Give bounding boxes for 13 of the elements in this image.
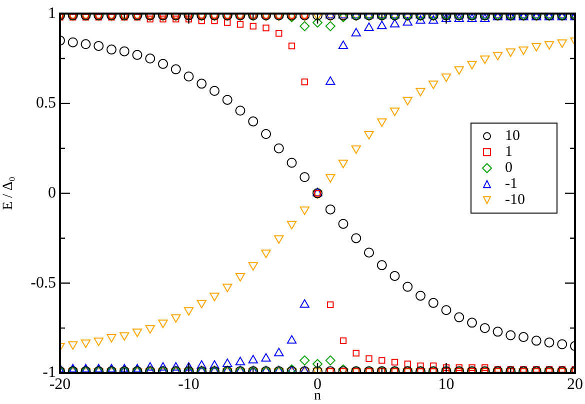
y-tick-label: 0.5	[36, 94, 56, 112]
y-axis-title: E / Δ₀	[1, 176, 16, 210]
y-tick-label: -0.5	[30, 274, 56, 292]
x-tick-label: -10	[178, 376, 200, 393]
legend-label: 10	[505, 128, 520, 144]
x-tick-label: 20	[567, 376, 583, 393]
x-tick-label: 10	[438, 376, 454, 393]
y-tick-label: 1	[48, 4, 56, 22]
legend-label: -10	[505, 192, 525, 208]
legend-label: 0	[505, 160, 512, 176]
legend-label: 1	[505, 144, 512, 160]
legend-label: -1	[505, 176, 518, 192]
y-tick-label: 0	[48, 184, 56, 202]
